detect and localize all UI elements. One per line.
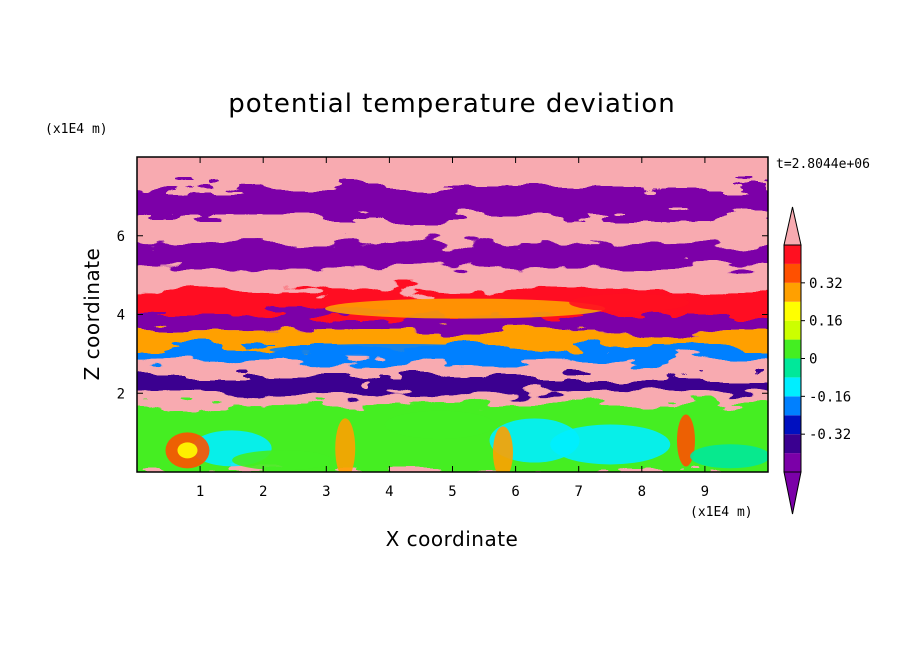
x-tick-label: 3 [322,484,330,500]
field-feature [690,444,768,469]
colorbar: 0.32 0.16 0 -0.16 -0.32 [783,206,851,515]
field-layer [137,377,768,394]
colorbar-segment [784,434,801,454]
field-layer [137,267,768,291]
colorbar-segment [784,339,801,359]
field-feature [384,410,495,439]
colorbar-under-arrow [783,471,802,515]
y-tick-label: 2 [117,386,125,402]
colorbar-label: 0.32 [809,276,843,292]
field-feature [492,426,513,472]
colorbar-segment [784,282,801,302]
x-axis: 1 2 3 4 5 6 7 8 9 [196,157,709,500]
colorbar-over-arrow [783,206,802,246]
field-feature [232,450,333,471]
y-axis: 2 4 6 [117,229,768,402]
x-tick-label: 6 [511,484,519,500]
field-feature [550,424,671,465]
field-layer [137,243,768,268]
colorbar-segment [784,301,801,321]
field-feature [569,293,690,312]
x-tick-label: 8 [638,484,646,500]
x-tick-label: 4 [385,484,393,500]
colorbar-segment [784,396,801,416]
plot-field [137,157,768,472]
time-label: t=2.8044e+06 [776,157,870,172]
field-feature [335,418,356,472]
y-axis-label: Z coordinate [80,248,104,381]
field-layer [137,393,768,406]
field-features [165,293,768,472]
colorbar-segment [784,358,801,378]
field-layer [137,216,768,244]
x-tick-label: 1 [196,484,204,500]
field-layer [137,314,768,331]
colorbar-segment [784,415,801,435]
colorbar-segment [784,377,801,397]
colorbar-label: -0.32 [809,427,851,443]
x-unit-label: (x1E4 m) [690,505,753,520]
field-feature [676,414,695,467]
colorbar-label: 0.16 [809,314,843,330]
field-feature [325,298,606,319]
y-tick-label: 4 [117,308,125,324]
x-tick-label: 9 [701,484,709,500]
x-tick-label: 2 [259,484,267,500]
x-tick-label: 5 [448,484,456,500]
y-unit-label: (x1E4 m) [45,122,108,137]
y-tick-label: 6 [117,229,125,245]
colorbar-segment [784,245,801,264]
field-layer [137,330,768,346]
x-tick-label: 7 [574,484,582,500]
colorbar-segment [784,453,801,472]
x-axis-label: X coordinate [386,527,519,551]
field-feature [177,442,198,459]
field-layer [137,361,768,378]
colorbar-segment [784,320,801,340]
chart-title: potential temperature deviation [228,89,675,119]
field-feature [269,343,510,356]
colorbar-segment [784,263,801,283]
colorbar-label: -0.16 [809,389,851,405]
colorbar-label: 0 [809,352,817,368]
field-layer [137,188,768,217]
